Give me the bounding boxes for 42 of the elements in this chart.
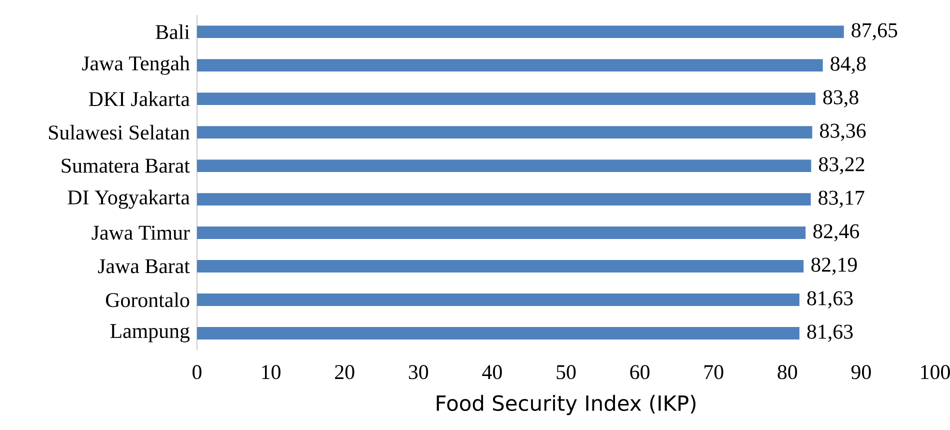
bar <box>197 126 812 138</box>
bar <box>197 327 800 340</box>
x-tick-label: 90 <box>851 365 871 380</box>
x-tick-label: 20 <box>335 365 354 380</box>
data-label: 84,8 <box>830 56 866 74</box>
data-label: 82,19 <box>811 258 857 275</box>
y-tick-label: Jawa Timur <box>92 226 190 240</box>
bar <box>197 260 804 272</box>
bar <box>197 193 811 206</box>
y-tick-label: Bali <box>156 24 190 40</box>
x-tick-label: 30 <box>408 365 428 380</box>
x-tick-label: 100 <box>921 365 950 380</box>
bar <box>197 59 823 72</box>
x-tick-label: 50 <box>556 365 576 380</box>
x-tick-label: 10 <box>262 365 280 380</box>
y-tick-label: DKI Jakarta <box>88 91 190 106</box>
y-tick-label: Gorontalo <box>106 292 190 308</box>
data-label: 87,65 <box>852 23 898 40</box>
data-label: 83,36 <box>820 124 866 141</box>
y-tick-label: Sulawesi Selatan <box>49 124 190 140</box>
x-tick-label: 60 <box>630 365 650 380</box>
y-tick-label: Jawa Tengah <box>82 56 190 75</box>
bar <box>197 26 844 38</box>
x-axis-title: Food Security Index (IKP) <box>436 394 696 416</box>
data-label: 81,63 <box>807 291 853 308</box>
data-label: 83,22 <box>818 157 864 174</box>
x-tick-label: 0 <box>192 365 202 380</box>
data-label: 83,17 <box>818 190 864 208</box>
bar <box>197 294 800 306</box>
y-tick-label: Lampung <box>110 324 190 342</box>
x-tick-label: 70 <box>704 365 724 380</box>
data-label: 82,46 <box>813 224 860 242</box>
y-tick-label: DI Yogyakarta <box>68 190 190 209</box>
y-tick-label: Sumatera Barat <box>62 158 190 173</box>
x-tick-label: 40 <box>482 365 502 380</box>
bar <box>197 92 816 105</box>
data-label: 81,63 <box>807 324 853 342</box>
y-tick-label: Jawa Barat <box>98 259 190 274</box>
x-tick-label: 80 <box>778 365 798 380</box>
bar <box>197 226 806 239</box>
data-label: 83,8 <box>823 90 858 108</box>
bar <box>197 160 812 172</box>
